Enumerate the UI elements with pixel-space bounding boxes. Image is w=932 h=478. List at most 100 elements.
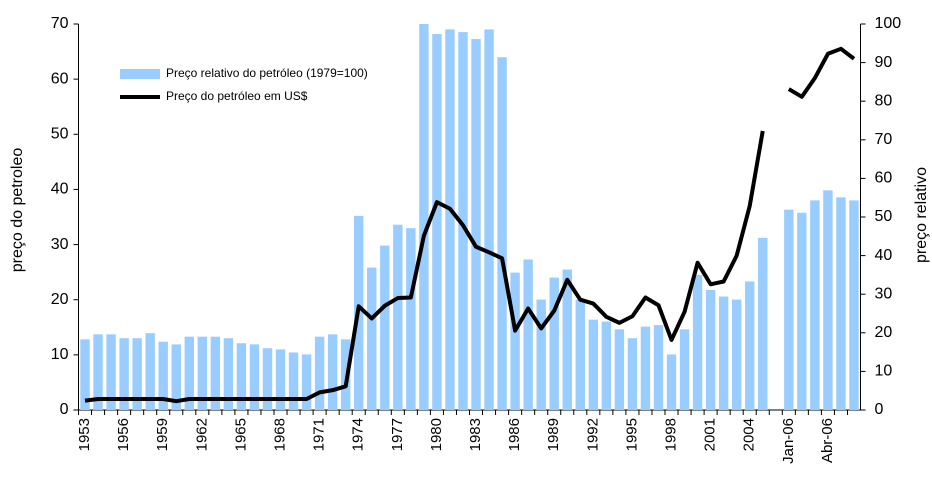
legend-label: Preço do petróleo em US$ [166, 89, 308, 103]
bar [236, 343, 247, 410]
x-tick-label: 1953 [76, 418, 93, 451]
y2-tick-label: 50 [875, 208, 893, 225]
bar [314, 336, 325, 410]
bar [367, 267, 377, 410]
bar [627, 338, 638, 410]
x-tick-label: 1986 [506, 418, 523, 451]
bar [301, 354, 312, 410]
x-tick-label: 1962 [193, 418, 210, 451]
y-tick-label: 60 [51, 70, 69, 87]
bar [106, 334, 116, 410]
bar [679, 329, 690, 410]
x-tick-label: 1971 [311, 418, 328, 451]
y2-tick-label: 90 [875, 54, 893, 71]
bar [419, 24, 429, 410]
x-tick-label: 1992 [584, 418, 601, 451]
y-tick-label: 70 [51, 15, 69, 32]
bar [510, 272, 520, 410]
bar [119, 338, 129, 410]
bar [197, 336, 208, 410]
x-tick-label: 1968 [271, 418, 288, 451]
legend-swatch [120, 69, 160, 79]
bar [158, 341, 168, 410]
bar [275, 349, 286, 410]
y-axis-label: preço do petroleo [9, 148, 26, 273]
bar [484, 29, 494, 411]
bar [145, 333, 155, 410]
line [84, 46, 856, 404]
y-tick-label: 20 [51, 291, 69, 308]
bar [784, 209, 794, 410]
bar [445, 29, 455, 411]
bar [93, 334, 103, 410]
bar [575, 299, 585, 410]
bar [849, 200, 859, 410]
bar [406, 228, 416, 410]
bar [132, 338, 142, 410]
bar [223, 338, 234, 410]
y2-tick-label: 80 [875, 92, 893, 109]
x-tick-label: 1959 [154, 418, 171, 451]
bar [810, 200, 820, 410]
bar [327, 334, 338, 410]
bar [601, 321, 612, 410]
x-tick-label: 1956 [115, 418, 132, 451]
y2-tick-label: 30 [875, 285, 893, 302]
x-tick-label: 2001 [702, 418, 719, 451]
bar [523, 259, 533, 410]
bar [262, 348, 273, 410]
bar [614, 329, 625, 410]
bar [823, 190, 833, 410]
x-tick-label: 1983 [467, 418, 484, 451]
y2-tick-label: 10 [875, 363, 893, 380]
bar [288, 352, 299, 410]
bar [562, 269, 572, 410]
bar [471, 39, 481, 410]
bar [458, 32, 468, 411]
y2-tick-label: 60 [875, 170, 893, 187]
y2-tick-label: 40 [875, 247, 893, 264]
bar [380, 245, 390, 410]
bar [497, 57, 507, 411]
y2-tick-label: 0 [875, 401, 884, 418]
y-tick-label: 50 [51, 126, 69, 143]
y2-tick-label: 20 [875, 324, 893, 341]
y-tick-label: 10 [51, 346, 69, 363]
bar [640, 326, 651, 410]
x-tick-label: 1995 [623, 418, 640, 451]
y2-tick-label: 70 [875, 131, 893, 148]
x-tick-label: Abr-06 [819, 418, 836, 463]
x-tick-label: 1989 [545, 418, 562, 451]
y-tick-label: 30 [51, 236, 69, 253]
bar [666, 354, 677, 410]
x-tick-label: 1977 [389, 418, 406, 451]
x-tick-label: Jan-06 [780, 418, 797, 464]
bar [80, 339, 90, 410]
y-tick-label: 0 [60, 401, 69, 418]
bar [797, 212, 807, 410]
x-tick-label: 1974 [350, 418, 367, 451]
bar [718, 296, 729, 410]
bar [249, 344, 260, 410]
bar [393, 224, 403, 410]
bar [432, 34, 442, 410]
bar [758, 237, 768, 410]
bar [836, 197, 846, 410]
x-tick-label: 1998 [662, 418, 679, 451]
x-tick-label: 2004 [741, 418, 758, 451]
y2-tick-label: 100 [875, 15, 902, 32]
bar [549, 277, 559, 410]
bar [692, 274, 703, 410]
x-tick-label: 1980 [428, 418, 445, 451]
bar [705, 289, 716, 410]
bar [536, 299, 546, 410]
bar [210, 336, 221, 410]
legend-label: Preço relativo do petróleo (1979=100) [166, 66, 368, 80]
bar [588, 319, 599, 410]
x-tick-label: 1965 [232, 418, 249, 451]
y2-axis-label: preço relativo [913, 167, 930, 263]
bar [731, 299, 742, 410]
bar [745, 281, 755, 410]
bar [653, 325, 664, 410]
